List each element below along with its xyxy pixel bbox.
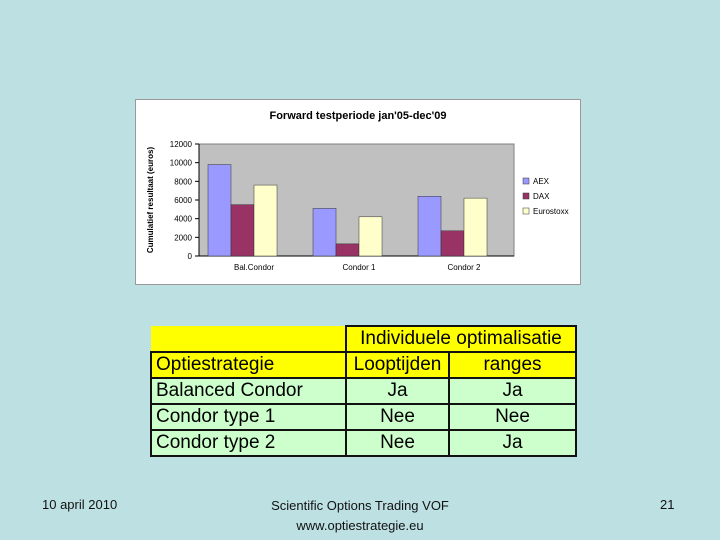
x-tick-label: Bal.Condor: [234, 263, 274, 272]
legend-swatch: [522, 192, 530, 200]
column-header-ranges: ranges: [448, 351, 577, 379]
bar: [417, 196, 442, 257]
legend-swatch: [522, 207, 530, 215]
y-tick-label: 10000: [170, 159, 193, 168]
bar: [440, 230, 465, 257]
y-tick-label: 0: [188, 252, 193, 261]
table-empty-corner: [151, 326, 346, 352]
y-axis-label: Cumulatief resultaat (euros): [146, 147, 155, 254]
page-number: 21: [660, 497, 675, 512]
row-ranges: Ja: [448, 429, 577, 457]
row-looptijden: Ja: [345, 377, 450, 405]
footer-company: Scientific Options Trading VOF www.optie…: [240, 496, 480, 536]
y-tick-label: 8000: [174, 177, 192, 186]
bar: [312, 208, 337, 257]
row-ranges: Nee: [448, 403, 577, 431]
company-name: Scientific Options Trading VOF: [271, 498, 449, 513]
x-tick-label: Condor 2: [448, 263, 481, 272]
y-tick-label: 6000: [174, 196, 192, 205]
bar: [230, 204, 255, 257]
footer-date: 10 april 2010: [42, 497, 118, 512]
chart-title: Forward testperiode jan'05-dec'09: [269, 110, 446, 122]
row-strategy: Balanced Condor: [150, 377, 347, 405]
chart-svg: Forward testperiode jan'05-dec'09 0 2000 40…: [146, 110, 569, 272]
group-header: Individuele optimalisatie: [345, 325, 577, 353]
legend-swatch: [522, 177, 530, 185]
bar: [253, 184, 278, 257]
column-header-looptijden: Looptijden: [345, 351, 450, 379]
y-tick-label: 12000: [170, 140, 193, 149]
legend-label: Eurostoxx: [533, 207, 569, 216]
company-website: www.optiestrategie.eu: [296, 518, 424, 533]
row-looptijden: Nee: [345, 403, 450, 431]
bar: [335, 243, 360, 257]
row-strategy: Condor type 1: [150, 403, 347, 431]
optimization-table: Individuele optimalisatie Optiestrategie…: [150, 325, 577, 457]
legend-label: DAX: [533, 192, 550, 201]
x-tick-label: Condor 1: [343, 263, 376, 272]
row-strategy: Condor type 2: [150, 429, 347, 457]
row-looptijden: Nee: [345, 429, 450, 457]
bar-chart: Forward testperiode jan'05-dec'09 0 2000 40…: [135, 99, 581, 285]
legend-label: AEX: [533, 177, 550, 186]
y-tick-label: 2000: [174, 233, 192, 242]
bar: [358, 216, 383, 257]
row-ranges: Ja: [448, 377, 577, 405]
bar: [207, 164, 232, 257]
y-tick-label: 4000: [174, 215, 192, 224]
table-row: Balanced Condor Ja Ja: [150, 377, 577, 405]
bar: [463, 197, 488, 257]
table-row: Condor type 2 Nee Ja: [150, 429, 577, 457]
table-row: Condor type 1 Nee Nee: [150, 403, 577, 431]
column-header-strategy: Optiestrategie: [150, 351, 347, 379]
